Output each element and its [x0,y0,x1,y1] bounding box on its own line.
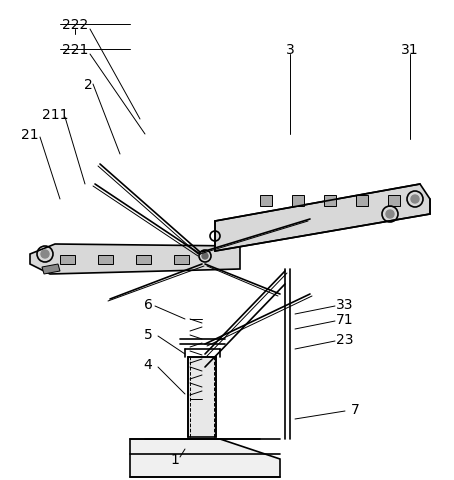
Text: 33: 33 [336,298,354,312]
Polygon shape [60,255,75,264]
Polygon shape [98,255,113,264]
Polygon shape [30,244,240,275]
Polygon shape [174,255,189,264]
Text: 3: 3 [286,43,294,57]
Circle shape [41,251,49,258]
Polygon shape [215,185,430,252]
Polygon shape [136,255,151,264]
Text: 21: 21 [21,128,39,142]
Polygon shape [260,195,272,206]
Circle shape [386,211,394,218]
Text: 221: 221 [62,43,88,57]
Bar [188,357,216,437]
Polygon shape [324,195,336,206]
Polygon shape [42,264,60,275]
Text: 211: 211 [42,108,68,122]
Text: 23: 23 [336,332,354,346]
Text: 7: 7 [350,402,360,416]
Polygon shape [356,195,368,206]
Text: 6: 6 [143,298,153,312]
Text: 5: 5 [143,327,153,341]
Text: 222: 222 [62,18,88,32]
Text: 4: 4 [143,357,153,371]
Text: 31: 31 [401,43,419,57]
Text: 1: 1 [171,452,179,466]
Polygon shape [292,195,304,206]
Polygon shape [130,439,280,477]
Text: 2: 2 [84,78,92,92]
Text: 71: 71 [336,312,354,326]
Circle shape [411,195,419,204]
Polygon shape [388,195,400,206]
Circle shape [202,253,208,260]
